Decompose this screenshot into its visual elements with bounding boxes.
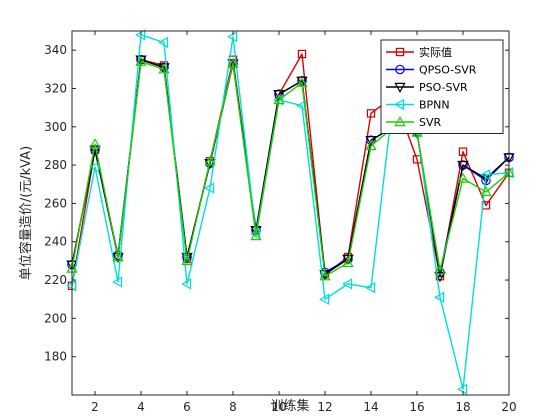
data-point — [342, 278, 353, 290]
y-tick-label: 240 — [44, 235, 67, 249]
x-tick-label: 4 — [137, 400, 145, 414]
y-tick-label: 220 — [44, 273, 67, 287]
data-point — [273, 94, 285, 105]
data-point — [365, 140, 377, 151]
data-point — [135, 55, 147, 66]
y-tick-label: 200 — [44, 311, 67, 325]
data-point — [434, 291, 445, 304]
data-point — [365, 136, 377, 147]
y-tick-label: 340 — [44, 43, 67, 57]
y-tick-label: 300 — [44, 120, 67, 134]
legend-entry-2: PSO-SVR — [386, 81, 468, 94]
data-point — [342, 254, 354, 265]
data-point — [181, 254, 193, 266]
data-point — [89, 161, 100, 173]
legend-label: BPNN — [419, 99, 450, 112]
data-point — [204, 155, 216, 166]
data-point — [457, 383, 468, 395]
x-tick-label: 12 — [317, 400, 332, 414]
x-tick-label: 10 — [271, 400, 286, 414]
legend: 实际值 QPSO-SVR PSO-SVR BPNN SVR — [380, 39, 504, 134]
data-point — [457, 160, 469, 172]
legend-marker — [394, 98, 405, 111]
data-point — [250, 230, 262, 241]
data-point — [181, 278, 192, 290]
legend-label: SVR — [419, 116, 442, 129]
data-point — [296, 76, 308, 87]
x-axis-title: 训练集 — [270, 398, 309, 414]
data-point — [204, 182, 215, 194]
legend-marker — [394, 116, 406, 127]
legend-label: QPSO-SVR — [419, 64, 477, 77]
data-point — [365, 282, 376, 294]
data-point — [112, 276, 123, 288]
legend-label: 实际值 — [419, 45, 452, 59]
axes-box — [71, 30, 510, 396]
y-tick-label: 320 — [44, 81, 67, 95]
data-point — [66, 280, 77, 292]
data-point — [273, 90, 285, 101]
data-point — [158, 63, 170, 74]
data-point — [296, 100, 307, 112]
data-point — [297, 49, 307, 59]
legend-marker — [394, 82, 406, 93]
x-tick-label: 20 — [501, 400, 516, 414]
data-point — [366, 109, 376, 118]
x-tick-label: 8 — [229, 400, 237, 414]
x-tick-label: 18 — [455, 400, 470, 414]
data-point — [112, 251, 124, 262]
legend-entry-3: BPNN — [386, 99, 450, 112]
legend-entry-4: SVR — [386, 116, 442, 129]
data-point — [480, 186, 492, 197]
y-axis-title: 单位容量造价/(元/kVA) — [18, 146, 34, 280]
y-tick-label: 180 — [44, 350, 67, 364]
legend-entry-1: QPSO-SVR — [386, 64, 477, 77]
data-point — [457, 172, 469, 183]
x-tick-label: 16 — [409, 400, 424, 414]
data-point — [319, 293, 330, 305]
axes: 2 4 6 8 10 12 14 16 18 20 180 200 220 240 260 280 300 320… — [44, 30, 517, 414]
data-point — [480, 168, 491, 181]
data-point — [158, 36, 169, 49]
legend-entry-0: 实际值 — [386, 45, 452, 59]
data-point — [227, 57, 239, 68]
data-point — [135, 29, 146, 41]
data-point — [227, 31, 238, 43]
legend-marker — [395, 64, 405, 75]
data-point — [434, 264, 446, 275]
x-tick-label: 6 — [183, 400, 191, 414]
legend-marker — [395, 47, 405, 57]
data-point — [319, 270, 331, 281]
y-tick-label: 260 — [44, 196, 67, 210]
data-point — [503, 167, 514, 179]
data-point — [89, 138, 101, 149]
data-point — [342, 256, 354, 268]
x-tick-label: 14 — [363, 400, 378, 414]
data-point — [458, 147, 468, 156]
x-tick-label: 2 — [91, 400, 99, 414]
series-line-2 — [71, 59, 510, 277]
legend-label: PSO-SVR — [419, 81, 468, 94]
y-tick-label: 280 — [44, 158, 67, 172]
